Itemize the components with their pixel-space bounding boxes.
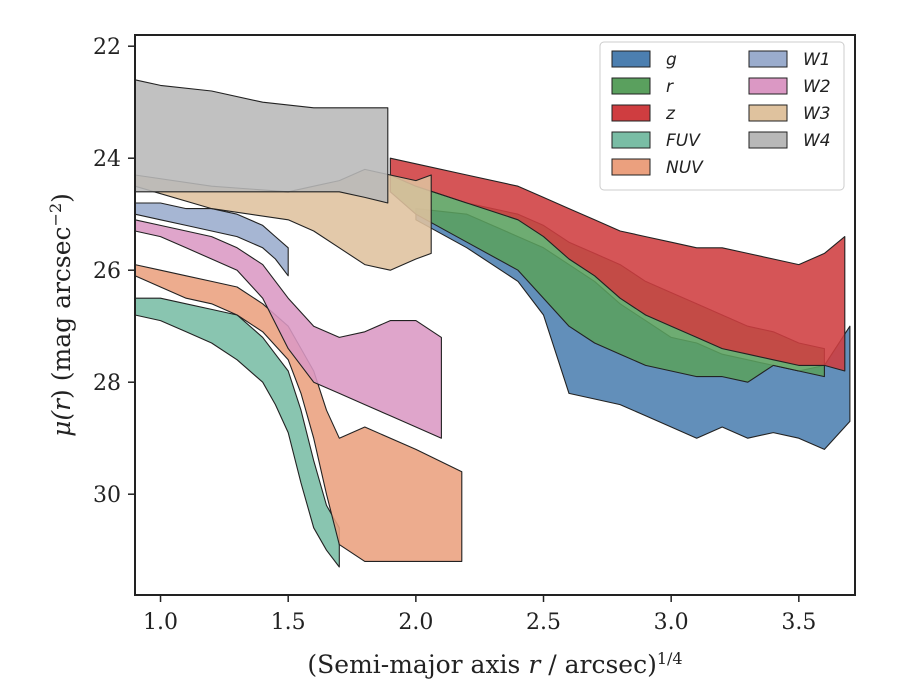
x-tick-label: 1.0 xyxy=(143,610,178,635)
x-tick-label: 3.5 xyxy=(781,610,816,635)
x-axis-label: (Semi-major axis r / arcsec)1/4 xyxy=(307,649,682,680)
legend-label-z: z xyxy=(665,104,676,124)
legend-swatch-w3 xyxy=(748,104,788,122)
x-axis-label-sup: 1/4 xyxy=(657,649,683,668)
x-axis-ticks: 1.0 1.5 2.0 2.5 3.0 3.5 xyxy=(143,595,816,635)
x-tick-label: 2.0 xyxy=(398,610,433,635)
legend-label-nuv: NUV xyxy=(666,158,704,178)
x-axis-label-var: r xyxy=(528,650,542,679)
band-w2 xyxy=(134,219,442,439)
legend-swatch-g xyxy=(611,50,651,68)
legend: grz FUV NUV W1 W2 W3 W4 xyxy=(599,41,845,191)
x-tick-label: 1.5 xyxy=(271,610,306,635)
legend-label-w1: W1 xyxy=(803,50,831,70)
y-axis-label-sup: −2 xyxy=(46,203,65,227)
band-z xyxy=(389,157,846,372)
x-tick-label: 2.5 xyxy=(526,610,561,635)
y-axis-label-mu: μ( xyxy=(47,410,76,437)
legend-swatch-nuv xyxy=(611,158,651,176)
y-tick-label: 26 xyxy=(93,259,121,284)
legend-swatch-r xyxy=(611,77,651,95)
y-axis-label-close: ) xyxy=(47,193,76,203)
y-axis-ticks: 22 24 26 28 30 xyxy=(93,35,135,508)
band-w1 xyxy=(134,202,289,277)
band-nuv xyxy=(134,264,463,562)
band-w4 xyxy=(134,79,389,204)
legend-swatch-z xyxy=(611,104,651,122)
legend-label-w3: W3 xyxy=(803,104,831,124)
legend-swatch-w1 xyxy=(748,50,788,68)
legend-swatch-fuv xyxy=(611,131,651,149)
y-tick-label: 22 xyxy=(93,35,121,60)
y-axis-label-tail: ) (mag arcsec xyxy=(47,226,76,399)
legend-label-fuv: FUV xyxy=(666,131,701,151)
legend-label-w4: W4 xyxy=(803,131,831,151)
y-axis-label: μ(r) (mag arcsec−2) xyxy=(46,193,77,437)
profile-bands xyxy=(134,79,851,568)
x-axis-label-main: (Semi-major axis xyxy=(307,650,528,679)
x-tick-label: 3.0 xyxy=(654,610,689,635)
y-tick-label: 30 xyxy=(93,483,121,508)
legend-label-w2: W2 xyxy=(803,77,831,97)
x-axis-label-tail: / arcsec) xyxy=(540,650,657,679)
y-tick-label: 28 xyxy=(93,371,121,396)
legend-swatch-w2 xyxy=(748,77,788,95)
plot-frame xyxy=(134,34,856,596)
legend-label-g: g xyxy=(666,50,677,70)
y-tick-label: 24 xyxy=(93,147,121,172)
legend-label-r: r xyxy=(666,77,674,97)
legend-swatch-w4 xyxy=(748,131,788,149)
y-axis-label-var: r xyxy=(47,397,76,411)
